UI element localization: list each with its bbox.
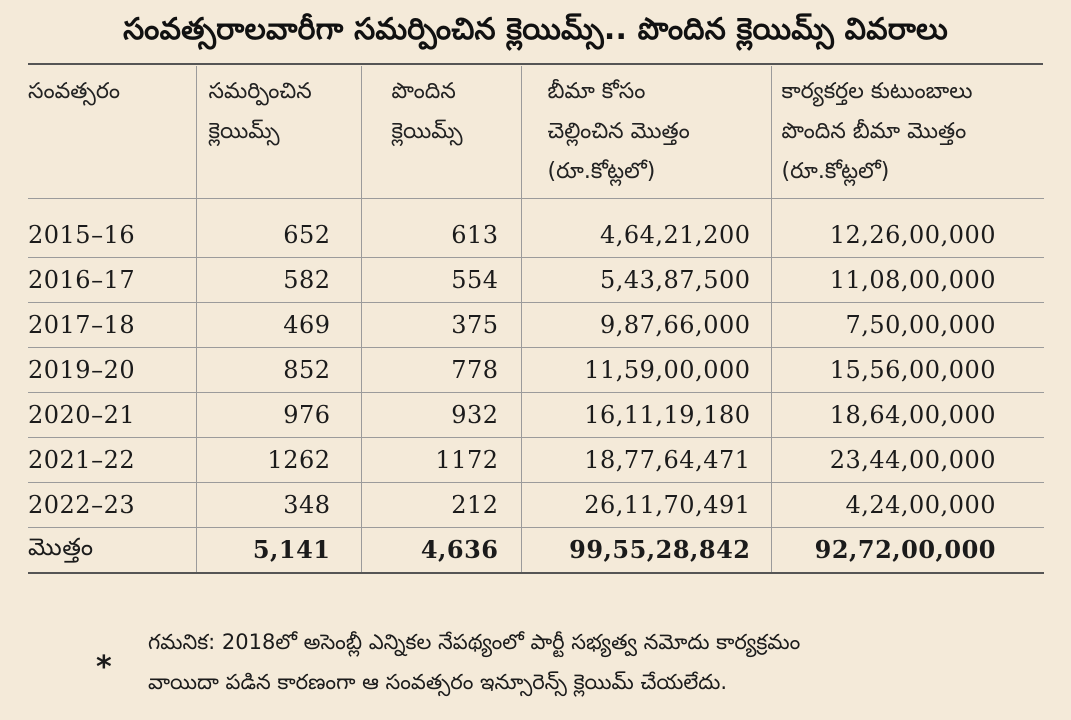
total-received: 4,636 [360, 527, 521, 574]
header-year: సంవత్సరం [28, 66, 196, 199]
cell-families: 4,24,00,000 [770, 482, 1044, 528]
header-line: సమర్పించిన [208, 79, 312, 104]
header-submitted-claims: సమర్పించిన క్లెయిమ్స్ [195, 66, 361, 199]
total-submitted: 5,141 [195, 527, 361, 574]
header-line: చెల్లించిన మొత్తం [547, 119, 690, 144]
note-marker: * [96, 650, 112, 685]
cell-year: 2022–23 [28, 482, 196, 528]
table-row: 2019–20 852 778 11,59,00,000 15,56,00,00… [28, 347, 1044, 393]
footnote-line: గమనిక: 2018లో అసెంబ్లీ ఎన్నికల నేపథ్యంలో… [148, 630, 801, 654]
header-line: (రూ.కోట్లలో) [547, 159, 656, 184]
cell-paid: 11,59,00,000 [520, 347, 771, 393]
cell-received: 212 [360, 482, 521, 528]
header-line: (రూ.కోట్లలో) [781, 159, 890, 184]
cell-submitted: 1262 [195, 437, 361, 483]
cell-paid: 16,11,19,180 [520, 392, 771, 438]
footnote-line: వాయిదా పడిన కారణంగా ఆ సంవత్సరం ఇన్సూరెన్… [148, 670, 728, 694]
cell-received: 932 [360, 392, 521, 438]
cell-paid: 4,64,21,200 [520, 212, 771, 258]
total-label: మొత్తం [28, 527, 196, 574]
cell-families: 23,44,00,000 [770, 437, 1044, 483]
cell-paid: 9,87,66,000 [520, 302, 771, 348]
cell-paid: 26,11,70,491 [520, 482, 771, 528]
cell-year: 2019–20 [28, 347, 196, 393]
table-row: 2022–23 348 212 26,11,70,491 4,24,00,000 [28, 482, 1044, 528]
header-families-received: కార్యకర్తల కుటుంబాలు పొందిన బీమా మొత్తం … [770, 66, 1044, 199]
cell-year: 2021–22 [28, 437, 196, 483]
table-header-row: సంవత్సరం సమర్పించిన క్లెయిమ్స్ పొందిన క్… [28, 66, 1044, 199]
cell-year: 2020–21 [28, 392, 196, 438]
top-divider [28, 63, 1043, 65]
cell-year: 2017–18 [28, 302, 196, 348]
cell-families: 12,26,00,000 [770, 212, 1044, 258]
table-row: 2021–22 1262 1172 18,77,64,471 23,44,00,… [28, 437, 1044, 483]
cell-received: 1172 [360, 437, 521, 483]
cell-paid: 18,77,64,471 [520, 437, 771, 483]
cell-families: 18,64,00,000 [770, 392, 1044, 438]
header-line: కార్యకర్తల కుటుంబాలు [781, 79, 973, 104]
header-received-claims: పొందిన క్లెయిమ్స్ [360, 66, 521, 199]
total-row: మొత్తం 5,141 4,636 99,55,28,842 92,72,00… [28, 527, 1044, 574]
cell-families: 11,08,00,000 [770, 257, 1044, 303]
header-line: పొందిన [391, 79, 456, 104]
cell-received: 778 [360, 347, 521, 393]
header-line: సంవత్సరం [28, 79, 121, 104]
table-row: 2016–17 582 554 5,43,87,500 11,08,00,000 [28, 257, 1044, 303]
total-paid: 99,55,28,842 [520, 527, 771, 574]
cell-received: 613 [360, 212, 521, 258]
cell-submitted: 469 [195, 302, 361, 348]
cell-submitted: 652 [195, 212, 361, 258]
cell-submitted: 976 [195, 392, 361, 438]
total-families: 92,72,00,000 [770, 527, 1044, 574]
cell-submitted: 852 [195, 347, 361, 393]
cell-received: 375 [360, 302, 521, 348]
header-line: బీమా కోసం [547, 79, 646, 104]
cell-year: 2015–16 [28, 212, 196, 258]
table-row: 2017–18 469 375 9,87,66,000 7,50,00,000 [28, 302, 1044, 348]
header-line: పొందిన బీమా మొత్తం [781, 119, 967, 144]
footnote: గమనిక: 2018లో అసెంబ్లీ ఎన్నికల నేపథ్యంలో… [148, 622, 1048, 702]
cell-submitted: 348 [195, 482, 361, 528]
header-line: క్లెయిమ్స్ [391, 119, 463, 144]
header-insurance-paid: బీమా కోసం చెల్లించిన మొత్తం (రూ.కోట్లలో) [520, 66, 771, 199]
claims-table: సంవత్సరం సమర్పించిన క్లెయిమ్స్ పొందిన క్… [28, 66, 1044, 574]
table-row: 2015–16 652 613 4,64,21,200 12,26,00,000 [28, 212, 1044, 258]
table-row: 2020–21 976 932 16,11,19,180 18,64,00,00… [28, 392, 1044, 438]
cell-paid: 5,43,87,500 [520, 257, 771, 303]
cell-year: 2016–17 [28, 257, 196, 303]
cell-families: 7,50,00,000 [770, 302, 1044, 348]
cell-received: 554 [360, 257, 521, 303]
spacer-row [28, 198, 1044, 213]
page-title: సంవత్సరాలవారీగా సమర్పించిన క్లెయిమ్స్.. … [123, 12, 948, 47]
cell-families: 15,56,00,000 [770, 347, 1044, 393]
header-line: క్లెయిమ్స్ [208, 119, 280, 144]
cell-submitted: 582 [195, 257, 361, 303]
